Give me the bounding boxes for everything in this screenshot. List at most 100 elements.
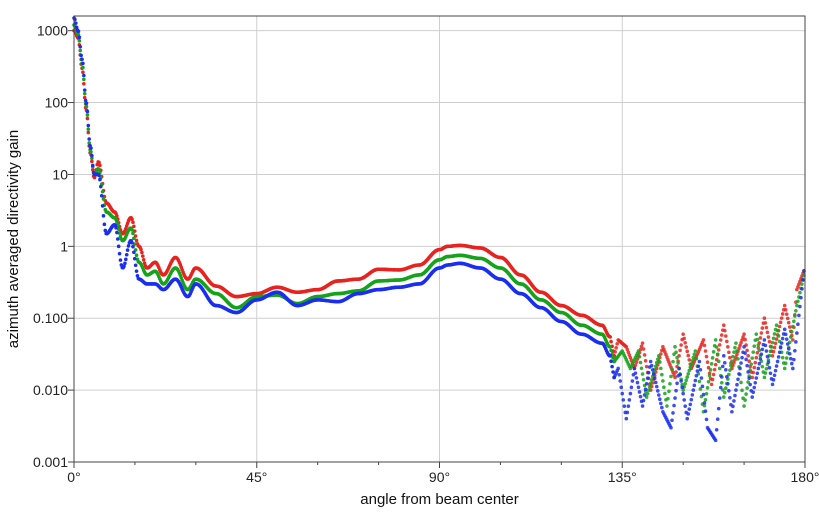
data-point [745,386,749,390]
data-point [668,382,672,386]
data-point [733,345,737,350]
data-point [695,369,700,373]
x-axis-label: angle from beam center [360,491,518,508]
data-point [132,236,136,241]
data-point [115,220,119,224]
data-point [74,25,79,30]
data-point [718,385,723,390]
data-point [733,358,737,362]
data-point [673,396,677,400]
data-point [132,256,137,261]
data-point [685,416,690,421]
data-point [740,355,744,360]
data-point [767,365,772,370]
data-point [82,81,86,86]
data-point [774,323,779,327]
data-point [783,308,788,312]
data-point [735,352,739,356]
data-point [135,273,140,278]
data-point [629,385,634,390]
data-point [659,366,663,371]
data-point [634,360,639,364]
data-point [770,382,775,387]
data-point [721,354,726,358]
data-point [685,349,690,354]
data-point [675,381,679,386]
data-point [763,371,768,375]
data-point [92,175,97,180]
data-point [694,374,699,378]
data-point [779,316,784,320]
data-point [797,282,801,287]
data-point [628,355,633,360]
data-point [100,189,105,194]
data-point [627,398,632,402]
data-point [691,388,696,392]
data-point [746,354,750,358]
data-point [719,333,724,337]
data-point [715,352,720,356]
data-point [669,374,673,379]
data-point [777,350,782,355]
data-point [727,350,731,355]
data-point [739,361,743,365]
data-point [657,354,661,358]
data-point [649,363,654,368]
data-point [736,357,740,361]
data-point [759,331,764,335]
data-point [749,362,753,366]
data-point [725,374,729,379]
data-point [682,336,686,341]
data-point [757,348,762,353]
data-point [646,388,651,393]
data-point [100,204,105,208]
data-point [702,401,707,405]
data-point [762,375,767,380]
data-point [657,393,661,397]
data-point [774,337,779,341]
data-point [770,354,775,358]
data-point [628,391,633,396]
data-point [758,357,763,361]
data-point [642,353,647,357]
data-point [792,319,796,324]
data-point [609,359,613,364]
data-point [719,380,724,385]
data-point [640,404,645,408]
data-point [756,366,761,371]
data-point [696,364,701,369]
data-point [737,346,741,351]
data-point [692,352,697,357]
data-point [86,130,91,135]
data-point [640,341,645,345]
data-point [101,214,106,218]
data-point [724,367,728,372]
data-point [643,387,648,392]
data-point [674,350,678,355]
data-point [717,396,722,400]
data-point [132,250,136,255]
data-point [681,332,685,336]
data-point [125,248,130,252]
data-point [706,379,711,384]
data-point [758,336,763,340]
data-point [698,367,703,372]
data-point [771,336,776,341]
data-point [118,258,123,262]
data-point [638,394,643,399]
data-point [697,359,702,364]
data-point [801,278,805,282]
data-point [736,377,740,382]
axis-ticks: 0° 45° 90° 135° 180° 0.001 0.010 0.100 1 10 100 100… [33,23,819,485]
data-point [798,279,802,284]
data-point [85,113,90,117]
data-point [783,332,788,337]
data-point [797,313,801,318]
data-point [741,335,745,339]
data-point [124,257,128,262]
data-point [784,356,789,360]
data-point [716,359,721,364]
data-point [694,356,699,361]
data-point [630,379,635,383]
data-point [744,392,748,396]
